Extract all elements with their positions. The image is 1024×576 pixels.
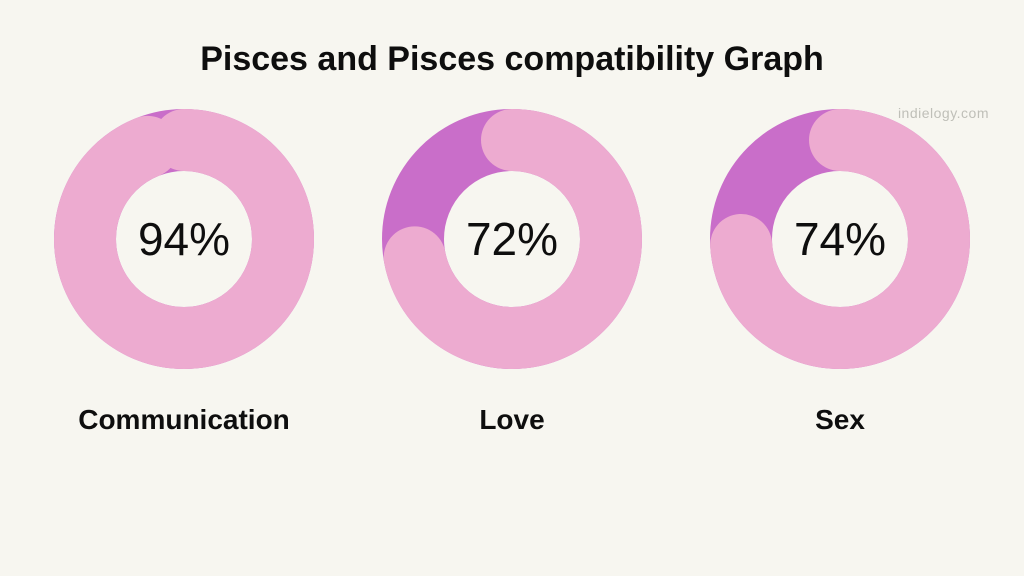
chart-label: Sex xyxy=(815,404,865,436)
percent-value: 94% xyxy=(138,212,230,266)
percent-value: 74% xyxy=(794,212,886,266)
donut-chart: 72% xyxy=(382,109,642,369)
donut-chart: 74% xyxy=(710,109,970,369)
chart-label: Communication xyxy=(78,404,290,436)
chart-item: 72% Love xyxy=(358,109,666,436)
percent-value: 72% xyxy=(466,212,558,266)
page-container: Pisces and Pisces compatibility Graph in… xyxy=(0,0,1024,576)
donut-chart: 94% xyxy=(54,109,314,369)
chart-item: 94% Communication xyxy=(30,109,338,436)
chart-item: 74% Sex xyxy=(686,109,994,436)
chart-label: Love xyxy=(479,404,544,436)
page-title: Pisces and Pisces compatibility Graph xyxy=(200,40,824,79)
charts-row: 94% Communication 72% Love 74% Sex xyxy=(30,109,994,436)
